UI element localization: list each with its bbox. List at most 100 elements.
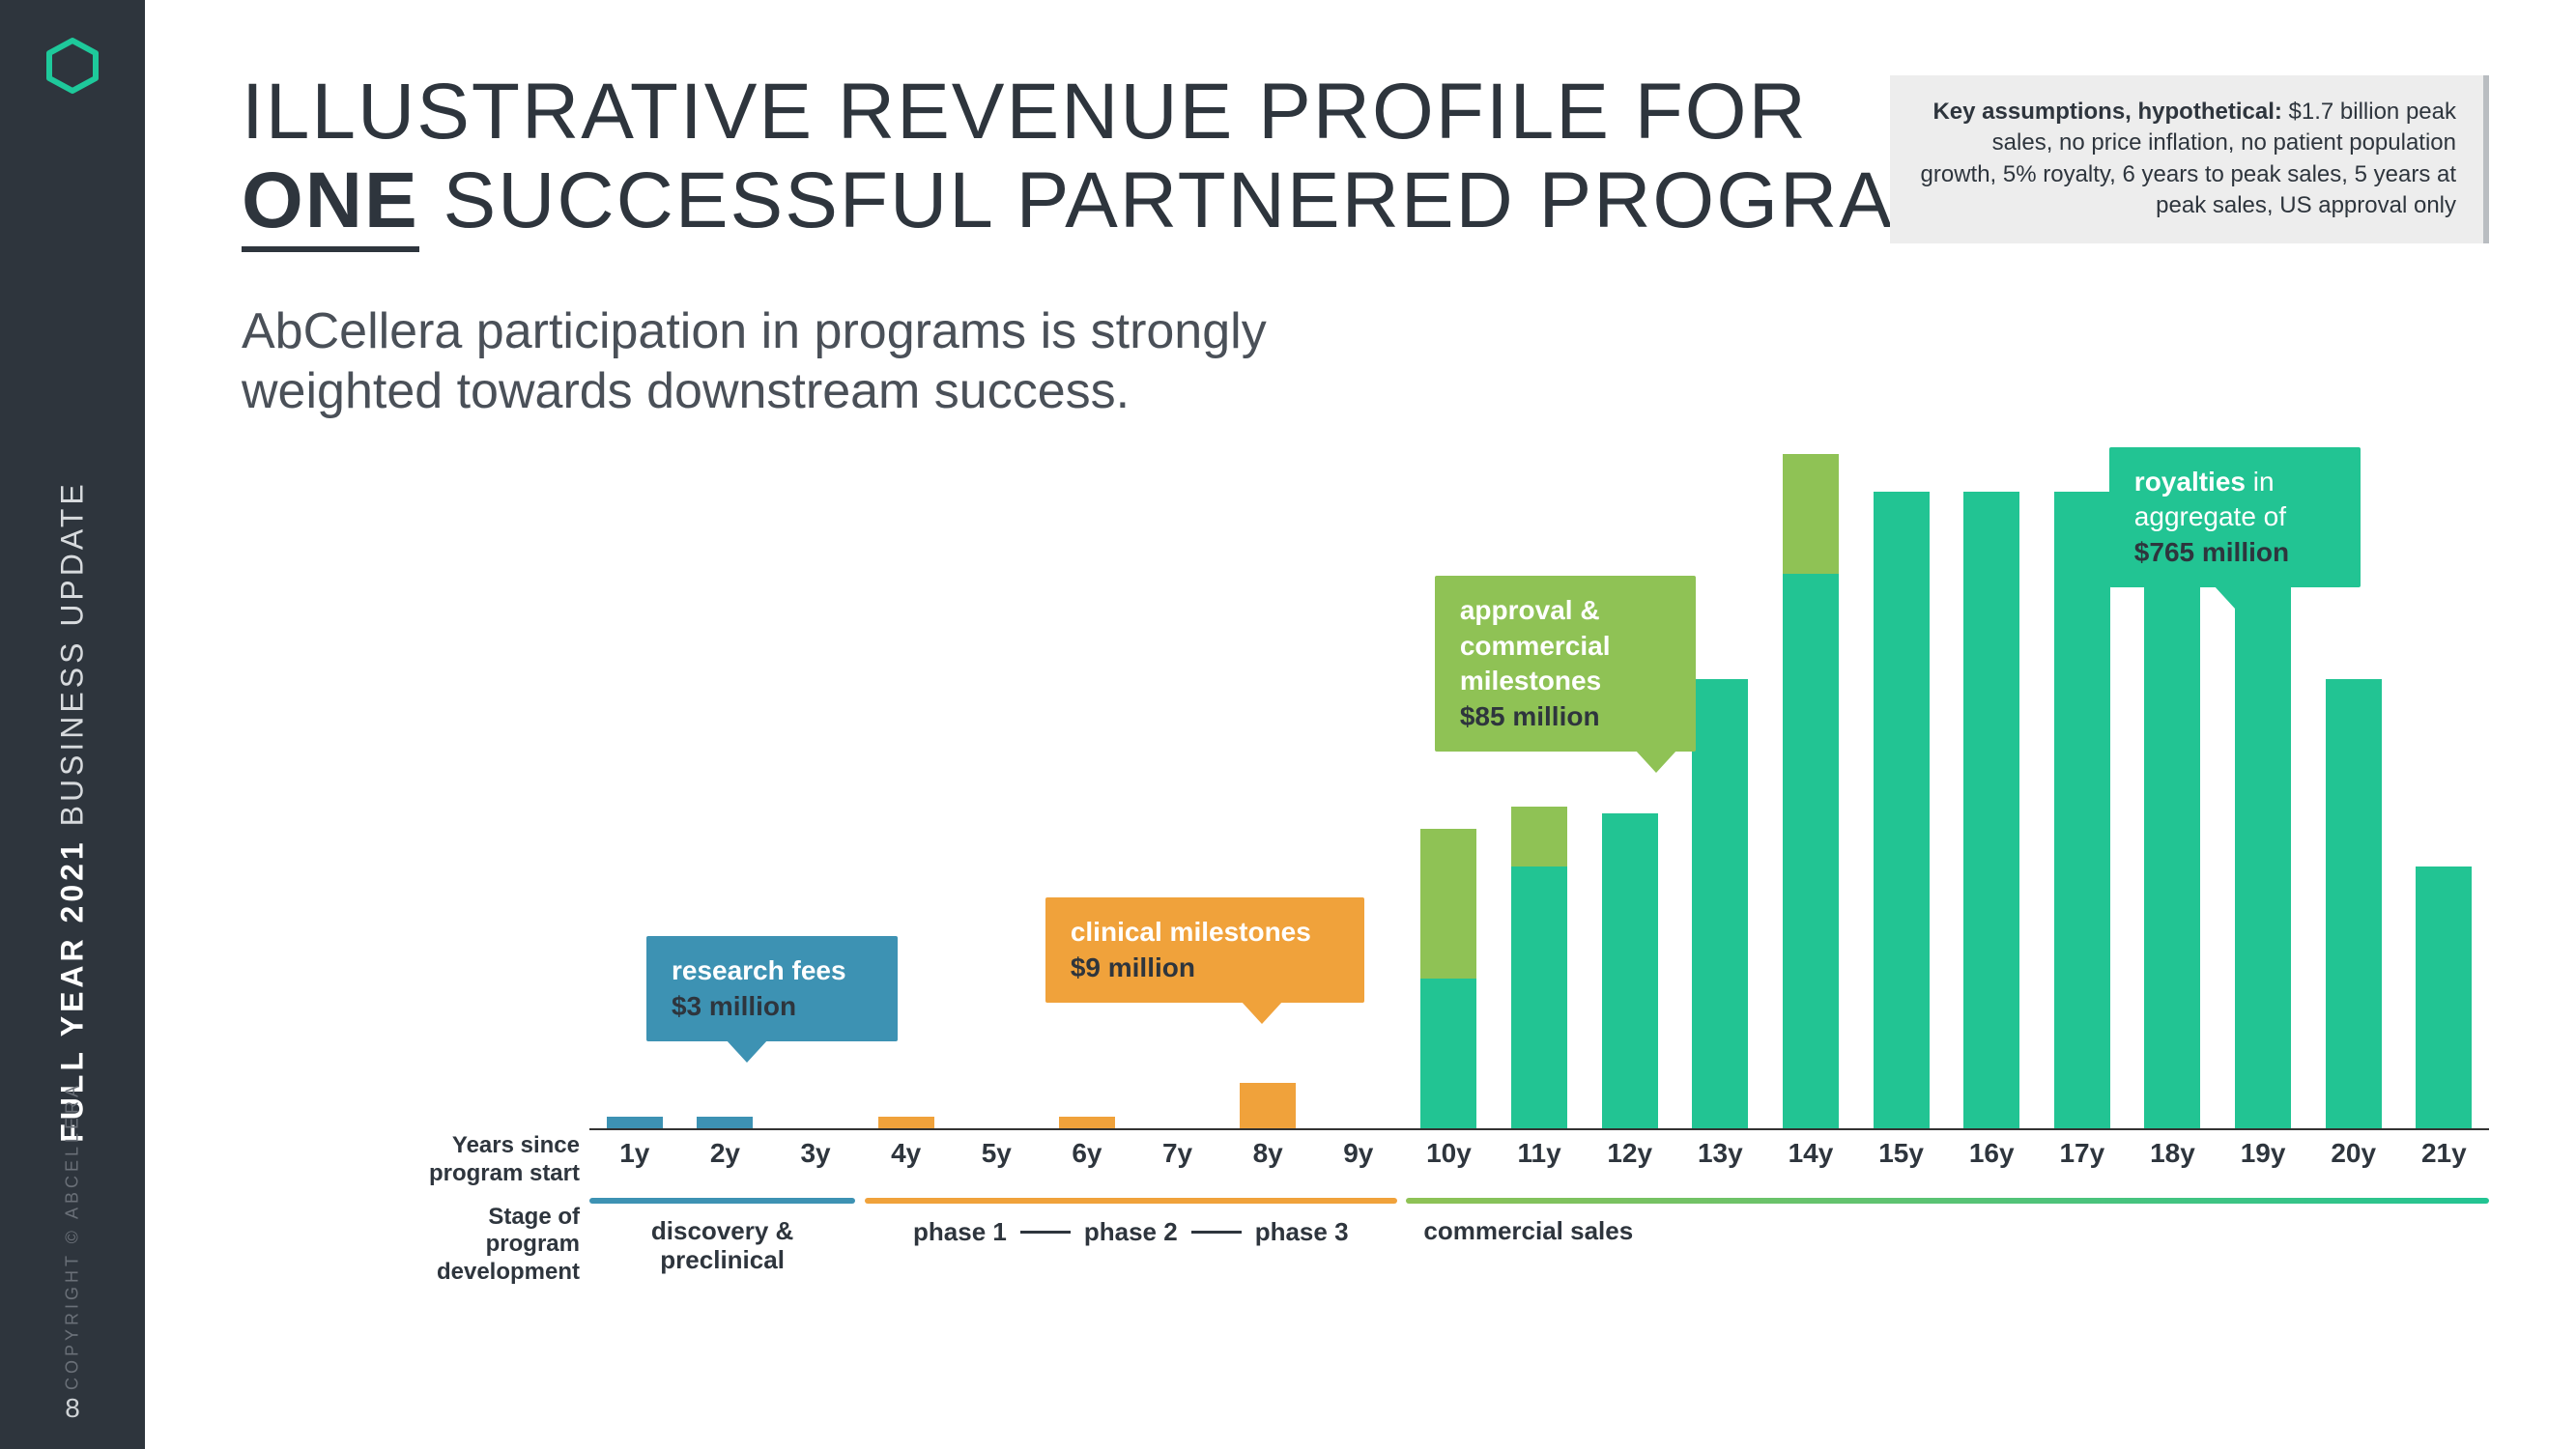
subtitle: AbCellera participation in programs is s… [242,301,1401,422]
bar-segment-royalty [2416,867,2472,1128]
copyright: COPYRIGHT © ABCELLERA [63,1082,83,1390]
year-label: 6y [1042,1138,1132,1169]
callout-label: research fees [672,955,846,985]
stage-label: discovery & preclinical [589,1217,855,1275]
year-label: 3y [770,1138,861,1169]
bar-segment-royalty [1874,492,1930,1128]
phase-label: phase 3 [1255,1217,1349,1247]
callout-label: royalties [2134,467,2246,497]
year-label: 4y [861,1138,952,1169]
stage-line [1406,1198,2489,1204]
chart-area: research fees $3 million clinical mileston… [589,454,2489,1130]
bar-10 [1404,454,1495,1128]
year-label: 16y [1946,1138,2037,1169]
bar-13 [1675,454,1766,1128]
callout: royalties in aggregate of $765 million [2109,447,2361,587]
callout-arrow [1241,1001,1283,1024]
callout-amount: $9 million [1071,952,1195,982]
bar-7 [1132,454,1223,1128]
bar-segment-royalty [1963,492,2019,1128]
bar-15 [1856,454,1947,1128]
bar-16 [1946,454,2037,1128]
bar-11 [1494,454,1585,1128]
bar-segment-milestone [1420,829,1476,979]
x-labels: 1y2y3y4y5y6y7y8y9y10y11y12y13y14y15y16y1… [589,1138,2489,1169]
bar-14 [1765,454,1856,1128]
year-label: 5y [952,1138,1043,1169]
year-label: 21y [2399,1138,2490,1169]
year-label: 9y [1313,1138,1404,1169]
assumptions-box: Key assumptions, hypothetical: $1.7 bill… [1890,75,2489,243]
sidebar-title-light: BUSINESS UPDATE [55,480,90,838]
bar-segment-royalty [2054,492,2110,1128]
year-label: 20y [2308,1138,2399,1169]
bar-6 [1042,454,1132,1128]
stage-line [589,1198,855,1204]
callout-label: clinical milestones [1071,917,1311,947]
callout-amount: $3 million [672,991,796,1021]
title-line2: SUCCESSFUL PARTNERED PROGRAM. [419,156,1986,244]
bar-segment-royalty [1692,679,1748,1128]
sidebar: FULL YEAR 2021 BUSINESS UPDATE COPYRIGHT… [0,0,145,1449]
bar-segment-milestone [1511,807,1567,867]
year-label: 19y [2218,1138,2308,1169]
year-label: 11y [1494,1138,1585,1169]
phase-divider [1191,1231,1242,1234]
stage-label: commercial sales [1406,1217,2489,1246]
year-label: 1y [589,1138,680,1169]
year-label: 15y [1856,1138,1947,1169]
stage-phases: phase 1 phase 2 phase 3 [865,1217,1396,1247]
callout: clinical milestones $9 million [1045,897,1364,1003]
bar-segment-royalty [2326,679,2382,1128]
main-content: ILLUSTRATIVE REVENUE PROFILE FOR ONE SUC… [145,0,2576,1449]
callout: research fees $3 million [646,936,898,1041]
year-label: 12y [1585,1138,1675,1169]
phase-label: phase 2 [1084,1217,1178,1247]
assumptions-bold: Key assumptions, hypothetical: [1932,99,2281,125]
title-underlined: ONE [242,156,419,252]
year-label: 2y [680,1138,771,1169]
year-label: 8y [1222,1138,1313,1169]
bar-21 [2399,454,2490,1128]
bar-segment-clinical [878,1117,934,1128]
year-label: 17y [2037,1138,2128,1169]
callout-arrow [2214,585,2256,609]
callout-label-suffix: in [2246,467,2275,497]
bar-segment-clinical [1059,1117,1115,1128]
bar-9 [1313,454,1404,1128]
bar-segment-royalty [1602,813,1658,1128]
bar-5 [952,454,1043,1128]
year-label: 18y [2128,1138,2218,1169]
callout: approval &commercialmilestones $85 millio… [1435,576,1696,752]
callout-amount: $765 million [2134,537,2289,567]
bar-segment-clinical [1240,1083,1296,1128]
bar-8 [1222,454,1313,1128]
year-label: 7y [1132,1138,1223,1169]
year-label: 14y [1765,1138,1856,1169]
bar-segment-research [697,1117,753,1128]
callout-label2: aggregate of [2134,501,2286,531]
stage-line [865,1198,1396,1204]
stage-block: phase 1 phase 2 phase 3 [865,1198,1396,1275]
stage-row: discovery & preclinicalphase 1phase 2pha… [589,1198,2489,1275]
callout-amount: $85 million [1460,701,1600,731]
bar-segment-research [607,1117,663,1128]
page-number: 8 [65,1393,80,1424]
bar-12 [1585,454,1675,1128]
callout-label: approval &commercialmilestones [1460,595,1611,696]
bar-segment-royalty [1420,979,1476,1128]
phase-label: phase 1 [913,1217,1007,1247]
chart: Years since program start Stage of progr… [415,454,2489,1275]
logo-icon [43,37,101,99]
callout-arrow [1635,750,1677,773]
years-axis-label: Years since program start [415,1132,580,1188]
bar-segment-milestone [1783,454,1839,574]
year-label: 13y [1675,1138,1766,1169]
title-line1: ILLUSTRATIVE REVENUE PROFILE FOR [242,68,1808,156]
phase-divider [1020,1231,1071,1234]
sidebar-title: FULL YEAR 2021 BUSINESS UPDATE [55,480,91,1143]
callout-arrow [726,1039,768,1063]
stage-axis-label: Stage of program development [415,1204,580,1287]
bar-segment-royalty [1511,867,1567,1128]
bar-segment-royalty [1783,574,1839,1128]
